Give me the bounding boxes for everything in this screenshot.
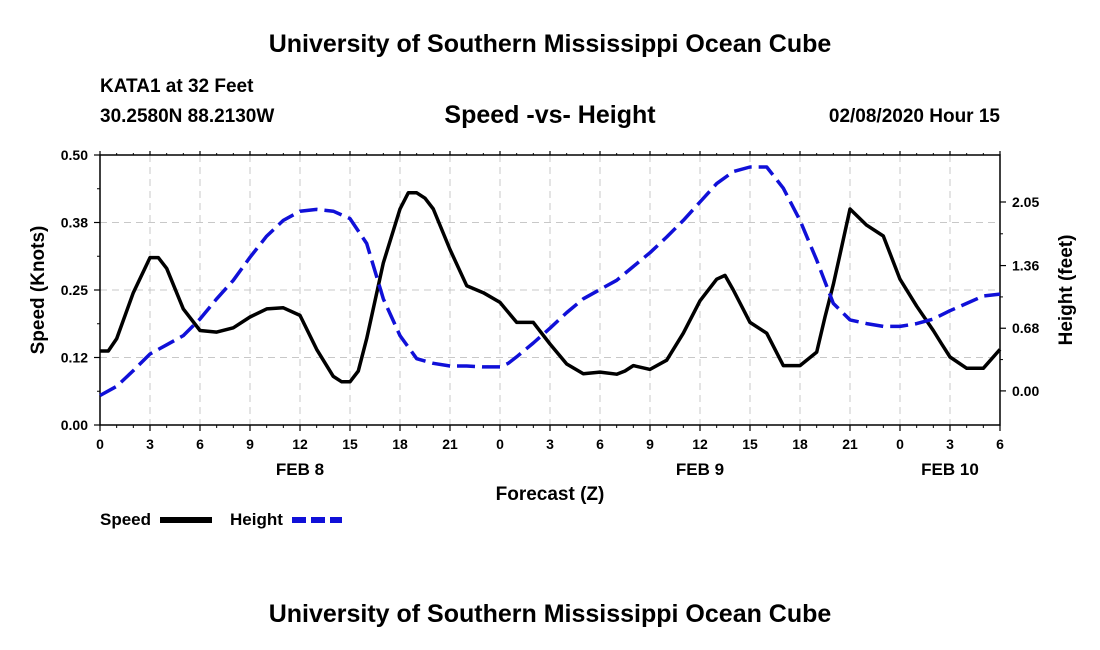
x-tick-label: 9 xyxy=(246,436,254,452)
x-tick-label: 6 xyxy=(996,436,1004,452)
x-tick-label: 6 xyxy=(196,436,204,452)
x-tick-label: 18 xyxy=(792,436,808,452)
x-tick-label: 12 xyxy=(292,436,308,452)
y-tick-label: 0.12 xyxy=(61,350,88,366)
x-tick-label: 3 xyxy=(946,436,954,452)
x-tick-label: 15 xyxy=(342,436,358,452)
x-tick-label: 0 xyxy=(496,436,504,452)
station-coordinates: 30.2580N 88.2130W xyxy=(100,106,275,127)
legend-label-height: Height xyxy=(230,510,283,529)
y-tick-label: 0.00 xyxy=(61,417,88,433)
legend: Speed Height xyxy=(100,510,342,529)
grid-lines xyxy=(100,155,1000,425)
x-tick-label: 21 xyxy=(442,436,458,452)
y2-tick-label: 0.00 xyxy=(1012,383,1039,399)
axis-ticks: 0 3 6 9 12 15 18 21 0 3 6 9 12 15 18 21 0 3 6 FEB 8 FEB 9 FEB… xyxy=(61,147,1040,479)
date-label: FEB 10 xyxy=(921,460,979,479)
x-tick-label: 6 xyxy=(596,436,604,452)
y-tick-label: 0.38 xyxy=(61,215,88,231)
x-axis-label: Forecast (Z) xyxy=(496,484,605,505)
legend-label-speed: Speed xyxy=(100,510,151,529)
series-layer xyxy=(99,165,1002,398)
date-label: FEB 8 xyxy=(276,460,324,479)
x-tick-label: 9 xyxy=(646,436,654,452)
series-line-speed xyxy=(100,191,1002,384)
x-tick-label: 0 xyxy=(96,436,104,452)
y-tick-label: 0.25 xyxy=(61,282,88,298)
x-tick-label: 0 xyxy=(896,436,904,452)
x-tick-label: 15 xyxy=(742,436,758,452)
y2-axis-label: Height (feet) xyxy=(1056,235,1077,346)
page-title: University of Southern Mississippi Ocean… xyxy=(268,30,832,58)
station-label: KATA1 at 32 Feet xyxy=(100,76,254,97)
y2-tick-label: 1.36 xyxy=(1012,258,1039,274)
date-label: FEB 9 xyxy=(676,460,724,479)
y-axis-label: Speed (Knots) xyxy=(28,226,49,355)
x-tick-label: 21 xyxy=(842,436,858,452)
footer-title: University of Southern Mississippi Ocean… xyxy=(268,600,832,628)
series-line-height xyxy=(99,165,1001,398)
x-tick-label: 3 xyxy=(546,436,554,452)
chart-title: Speed -vs- Height xyxy=(444,101,656,129)
y-tick-label: 0.50 xyxy=(61,147,88,163)
y2-tick-label: 2.05 xyxy=(1012,194,1039,210)
forecast-datetime: 02/08/2020 Hour 15 xyxy=(828,106,1000,127)
x-tick-label: 18 xyxy=(392,436,408,452)
y2-tick-label: 0.68 xyxy=(1012,320,1039,336)
x-tick-label: 3 xyxy=(146,436,154,452)
x-tick-label: 12 xyxy=(692,436,708,452)
